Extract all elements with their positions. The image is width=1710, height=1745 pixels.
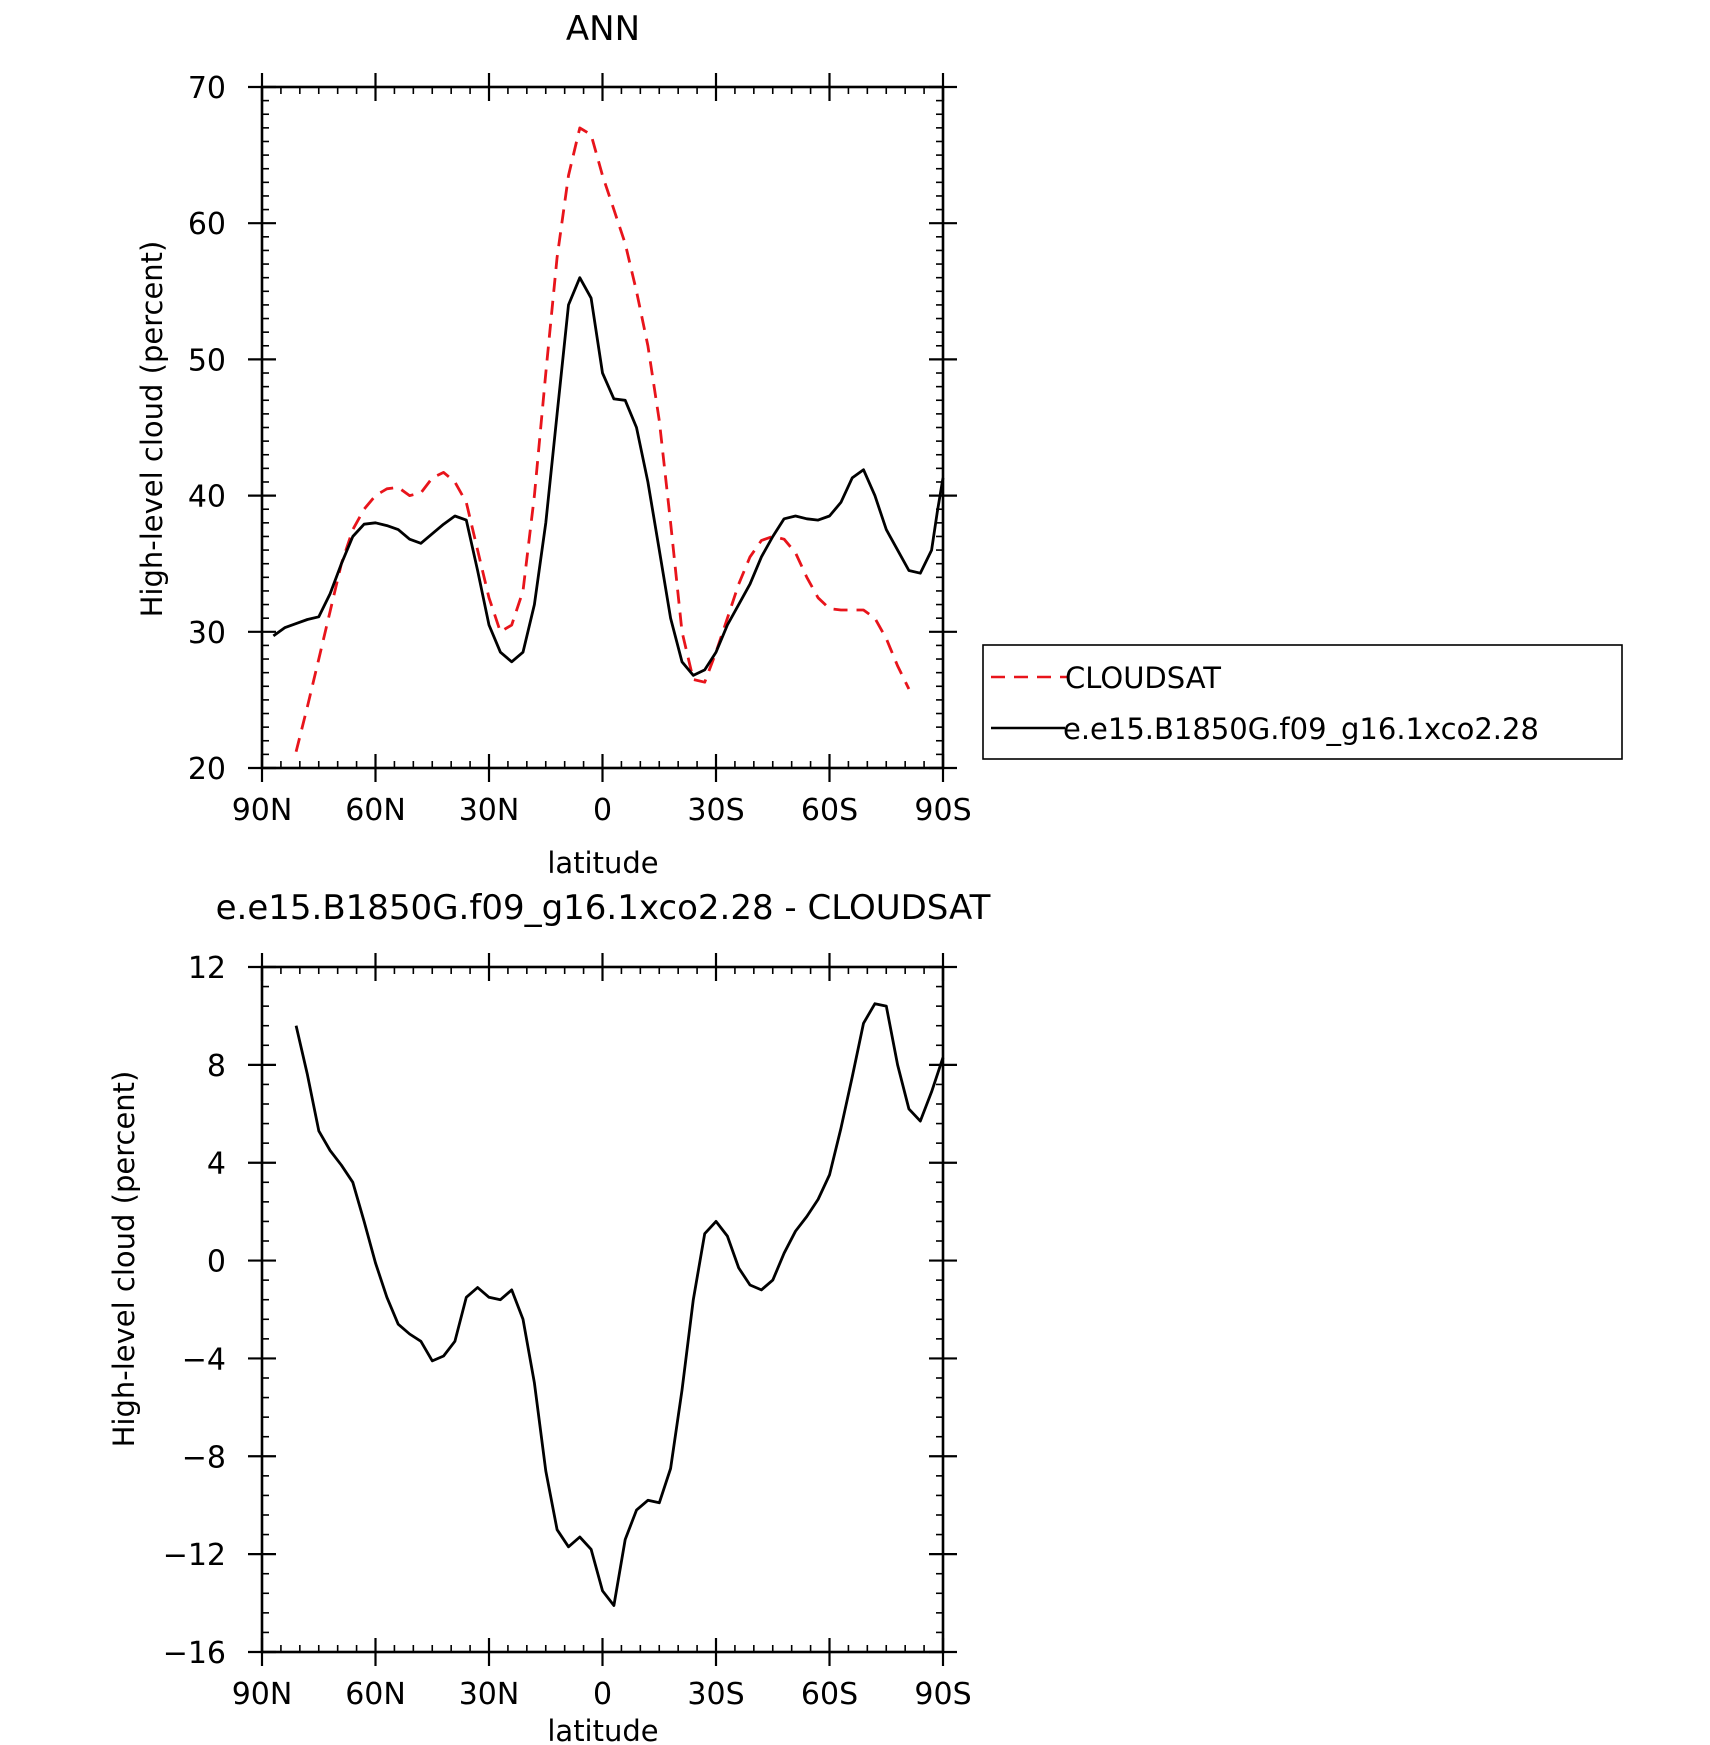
top-x-tick-label: 90N [232,793,293,828]
top-y-tick-label: 20 [188,752,226,787]
bottom-x-tick-label: 90N [232,1677,293,1712]
bottom-plot-panel: e.e15.B1850G.f09_g16.1xco2.28 - CLOUDSAT… [107,888,991,1745]
bottom-x-tick-label: 60S [801,1677,858,1712]
bottom-y-tick-label: −12 [163,1538,226,1573]
legend-label-model: e.e15.B1850G.f09_g16.1xco2.28 [1063,712,1539,746]
bottom-plot-title: e.e15.B1850G.f09_g16.1xco2.28 - CLOUDSAT [216,888,991,928]
bottom-series-line-difference [294,1002,945,1607]
top-y-tick-label: 50 [188,343,226,378]
bottom-plot-frame [260,965,945,1654]
top-plot-title: ANN [566,9,640,49]
bottom-x-tick-label: 30N [459,1677,520,1712]
top-x-tick-label: 30S [687,793,744,828]
bottom-y-tick-label: −8 [182,1440,226,1475]
top-y-tick-label: 30 [188,616,226,651]
top-plot-frame [260,85,945,770]
bottom-y-tick-label: −4 [182,1342,226,1377]
top-plot-panel: ANN High-level cloud (percent) latitude … [135,9,972,880]
bottom-y-tick-label: −16 [163,1636,226,1671]
bottom-x-tick-label: 30S [687,1677,744,1712]
bottom-y-axis-title: High-level cloud (percent) [107,1071,141,1448]
top-x-axis-title: latitude [547,846,658,880]
top-series-line-model [272,276,945,677]
bottom-y-tick-label: 4 [207,1147,226,1182]
legend-label-cloudsat: CLOUDSAT [1065,661,1221,695]
bottom-x-axis-title: latitude [547,1714,658,1745]
top-x-tick-label: 60S [801,793,858,828]
top-x-tick-label: 90S [914,793,971,828]
bottom-x-tick-label: 0 [593,1677,612,1712]
legend-box [982,644,1623,760]
top-x-tick-label: 60N [345,793,406,828]
bottom-x-tick-label: 90S [914,1677,971,1712]
top-y-axis-title: High-level cloud (percent) [135,241,169,618]
bottom-y-tick-label: 0 [207,1245,226,1280]
legend: CLOUDSAT e.e15.B1850G.f09_g16.1xco2.28 [982,644,1623,760]
top-x-tick-label: 30N [459,793,520,828]
top-series-line-cloudsat [294,126,911,753]
top-y-tick-label: 60 [188,207,226,242]
top-y-tick-label: 70 [188,71,226,106]
bottom-x-tick-label: 60N [345,1677,406,1712]
bottom-y-tick-label: 12 [188,951,226,986]
bottom-y-tick-label: 8 [207,1049,226,1084]
top-x-tick-label: 0 [593,793,612,828]
top-y-tick-label: 40 [188,480,226,515]
